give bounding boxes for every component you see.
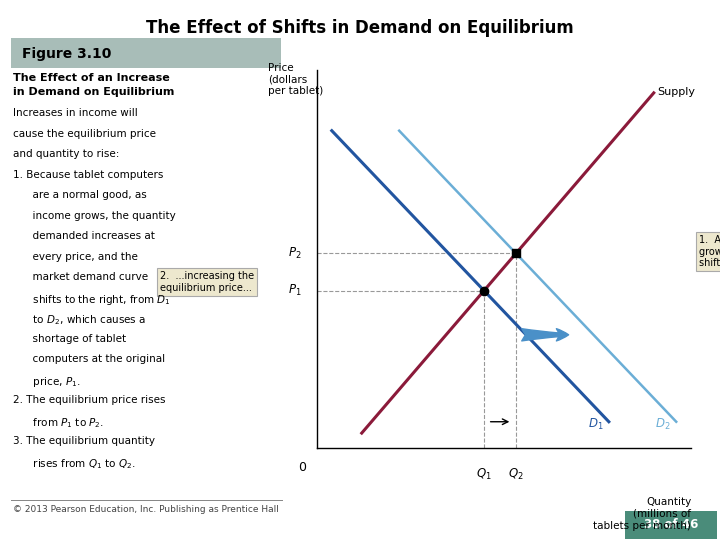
Text: © 2013 Pearson Education, Inc. Publishing as Prentice Hall: © 2013 Pearson Education, Inc. Publishin… — [13, 505, 279, 514]
Text: and quantity to rise:: and quantity to rise: — [13, 149, 120, 159]
Text: 2.  ...increasing the
equilibrium price...: 2. ...increasing the equilibrium price..… — [160, 271, 253, 293]
Text: The Effect of Shifts in Demand on Equilibrium: The Effect of Shifts in Demand on Equili… — [146, 19, 574, 37]
Text: 2. The equilibrium price rises: 2. The equilibrium price rises — [13, 395, 166, 406]
Text: shifts to the right, from $D_1$: shifts to the right, from $D_1$ — [13, 293, 171, 307]
Text: shortage of tablet: shortage of tablet — [13, 334, 126, 344]
Text: Quantity
(millions of
tablets per month): Quantity (millions of tablets per month) — [593, 497, 691, 530]
Text: 3. The equilibrium quantity: 3. The equilibrium quantity — [13, 436, 155, 447]
Text: 0: 0 — [298, 461, 306, 474]
Text: from $P_1$ to $P_2$.: from $P_1$ to $P_2$. — [13, 416, 104, 430]
Text: to $D_2$, which causes a: to $D_2$, which causes a — [13, 313, 146, 327]
Text: demanded increases at: demanded increases at — [13, 231, 155, 241]
Text: Price
(dollars
per tablet): Price (dollars per tablet) — [268, 63, 323, 96]
Text: market demand curve: market demand curve — [13, 272, 148, 282]
Text: $P_1$: $P_1$ — [288, 283, 302, 298]
Text: $D_1$: $D_1$ — [588, 416, 603, 431]
Text: every price, and the: every price, and the — [13, 252, 138, 262]
Text: 38 of 46: 38 of 46 — [644, 518, 698, 531]
Text: cause the equilibrium price: cause the equilibrium price — [13, 129, 156, 139]
Text: price, $P_1$.: price, $P_1$. — [13, 375, 81, 389]
Text: $P_2$: $P_2$ — [288, 246, 302, 261]
Text: Increases in income will: Increases in income will — [13, 108, 138, 118]
Text: are a normal good, as: are a normal good, as — [13, 190, 147, 200]
Text: $Q_2$: $Q_2$ — [508, 467, 524, 482]
Text: Supply: Supply — [657, 86, 696, 97]
Text: Figure 3.10: Figure 3.10 — [22, 47, 111, 61]
Text: 1.  As income
grows, demand
shifts to the right...: 1. As income grows, demand shifts to the… — [698, 235, 720, 268]
Text: The Effect of an Increase
in Demand on Equilibrium: The Effect of an Increase in Demand on E… — [13, 73, 174, 97]
Text: 1. Because tablet computers: 1. Because tablet computers — [13, 170, 163, 180]
Text: $D_2$: $D_2$ — [655, 416, 671, 431]
Text: rises from $Q_1$ to $Q_2$.: rises from $Q_1$ to $Q_2$. — [13, 457, 135, 471]
Text: income grows, the quantity: income grows, the quantity — [13, 211, 176, 221]
Text: computers at the original: computers at the original — [13, 354, 165, 364]
Text: $Q_1$: $Q_1$ — [476, 467, 492, 482]
